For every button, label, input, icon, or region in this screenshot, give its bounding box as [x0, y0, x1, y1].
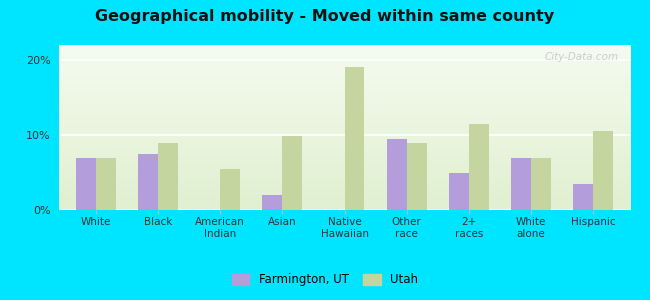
Legend: Farmington, UT, Utah: Farmington, UT, Utah: [227, 269, 423, 291]
Bar: [220, 169, 240, 210]
Bar: [282, 136, 302, 210]
Bar: [469, 124, 489, 210]
Bar: [593, 131, 613, 210]
Bar: [138, 154, 158, 210]
Text: City-Data.com: City-Data.com: [545, 52, 619, 61]
Bar: [387, 139, 407, 210]
Bar: [407, 142, 426, 210]
Bar: [531, 158, 551, 210]
Text: Geographical mobility - Moved within same county: Geographical mobility - Moved within sam…: [96, 9, 554, 24]
Bar: [573, 184, 593, 210]
Bar: [449, 172, 469, 210]
Bar: [158, 142, 178, 210]
Bar: [263, 195, 282, 210]
Bar: [511, 158, 531, 210]
Bar: [96, 158, 116, 210]
Bar: [344, 68, 365, 210]
Bar: [76, 158, 96, 210]
